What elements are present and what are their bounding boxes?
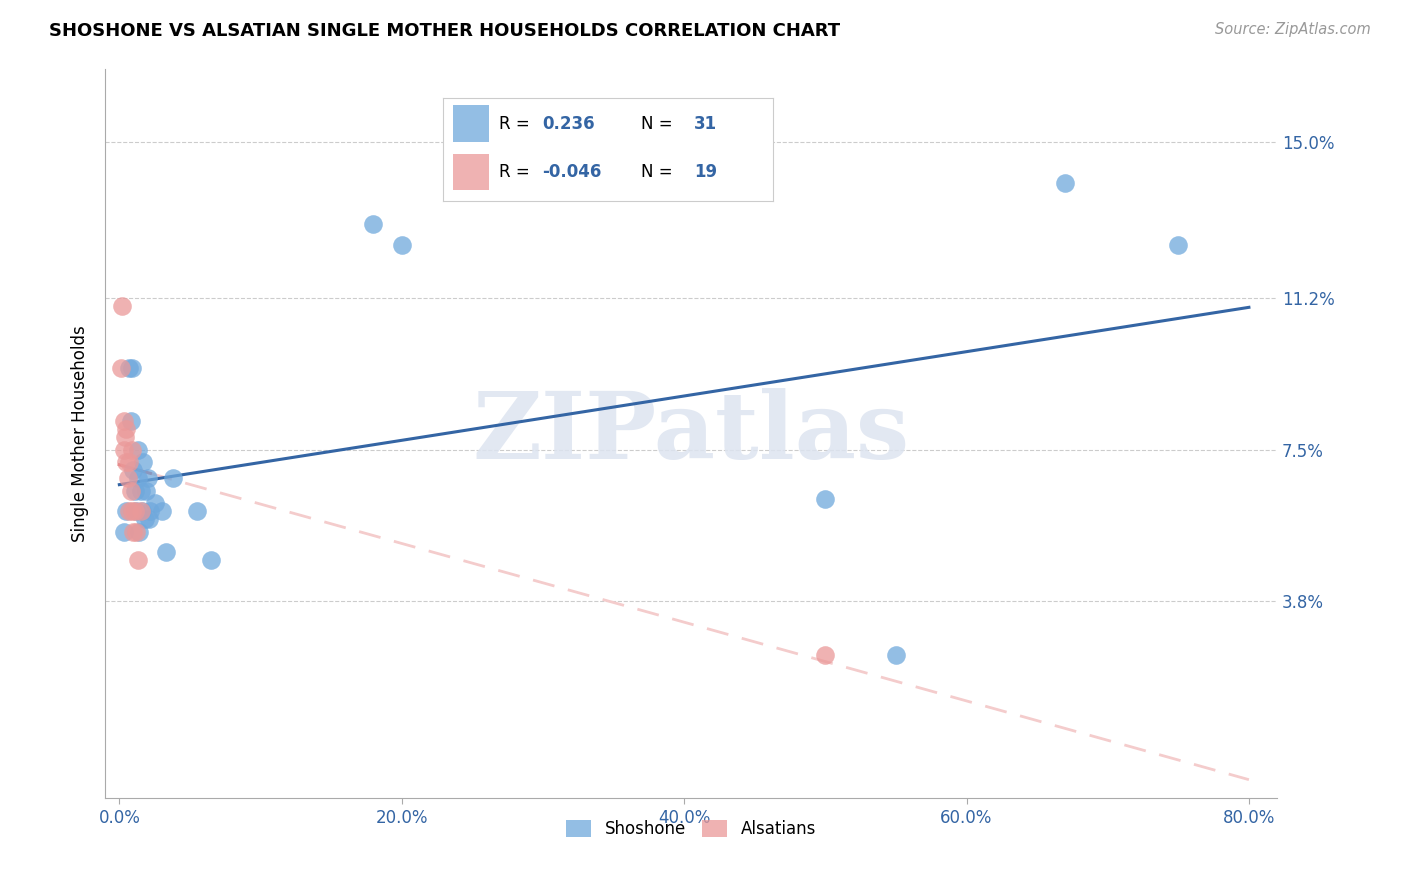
Point <box>136 471 159 485</box>
Point <box>127 553 149 567</box>
Text: R =: R = <box>499 163 530 181</box>
Point <box>1054 176 1077 190</box>
Point <box>117 471 139 485</box>
Bar <box>453 105 489 142</box>
Point <box>884 648 907 662</box>
Point <box>814 491 837 506</box>
Point <box>127 442 149 457</box>
Point <box>120 414 142 428</box>
Text: -0.046: -0.046 <box>543 163 602 181</box>
Point <box>186 504 208 518</box>
Point <box>125 504 148 518</box>
Point <box>1167 237 1189 252</box>
Text: N =: N = <box>641 163 672 181</box>
Point <box>143 496 166 510</box>
Point <box>134 512 156 526</box>
Point <box>132 455 155 469</box>
Point <box>115 422 138 436</box>
Point <box>124 504 146 518</box>
Point <box>122 524 145 539</box>
Point <box>118 504 141 518</box>
Text: 31: 31 <box>695 115 717 133</box>
Point <box>139 504 162 518</box>
Point <box>162 471 184 485</box>
Text: N =: N = <box>641 115 672 133</box>
Point <box>391 237 413 252</box>
Point <box>129 504 152 518</box>
Y-axis label: Single Mother Households: Single Mother Households <box>72 325 89 541</box>
Point <box>114 430 136 444</box>
Point <box>118 360 141 375</box>
Text: 19: 19 <box>695 163 717 181</box>
Point <box>200 553 222 567</box>
Text: R =: R = <box>499 115 530 133</box>
Point <box>112 524 135 539</box>
Point <box>129 483 152 498</box>
Point <box>110 360 132 375</box>
Point <box>121 504 143 518</box>
Point <box>115 455 138 469</box>
Point <box>150 504 173 518</box>
Legend: Shoshone, Alsatians: Shoshone, Alsatians <box>560 813 823 845</box>
Point <box>814 648 837 662</box>
Point <box>122 463 145 477</box>
Text: ZIPatlas: ZIPatlas <box>472 388 910 478</box>
Text: SHOSHONE VS ALSATIAN SINGLE MOTHER HOUSEHOLDS CORRELATION CHART: SHOSHONE VS ALSATIAN SINGLE MOTHER HOUSE… <box>49 22 841 40</box>
Point <box>124 483 146 498</box>
Bar <box>453 153 489 190</box>
Point <box>363 217 385 231</box>
Point <box>121 360 143 375</box>
Point <box>121 442 143 457</box>
Text: Source: ZipAtlas.com: Source: ZipAtlas.com <box>1215 22 1371 37</box>
Point <box>115 504 138 518</box>
Text: 0.236: 0.236 <box>543 115 595 133</box>
Point <box>112 442 135 457</box>
Point <box>131 504 153 518</box>
Point <box>112 414 135 428</box>
Point <box>138 512 160 526</box>
Point <box>128 524 150 539</box>
Point <box>125 524 148 539</box>
Point <box>118 455 141 469</box>
Point <box>155 545 177 559</box>
Point <box>127 471 149 485</box>
Point <box>111 299 134 313</box>
Point <box>135 483 157 498</box>
Point <box>120 483 142 498</box>
